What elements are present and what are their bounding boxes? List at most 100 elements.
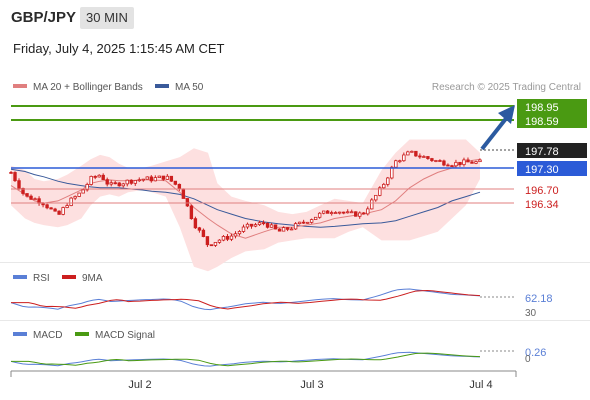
candle-body [185, 198, 190, 207]
candle-body [133, 180, 137, 184]
candle-body [33, 198, 37, 201]
candle-body [129, 179, 133, 184]
candle-body [45, 204, 49, 209]
candle-body [181, 188, 186, 199]
macd-signal-legend-swatch [75, 332, 89, 336]
candle-body [65, 205, 69, 208]
candle-body [462, 159, 466, 166]
candle-body [321, 210, 326, 214]
candle-body [53, 208, 57, 212]
x-tick-label: Jul 2 [128, 379, 151, 391]
ma50-legend-label: MA 50 [175, 82, 204, 93]
candle-body [402, 154, 406, 162]
candle-body [269, 224, 274, 228]
candle-body [466, 159, 470, 163]
r1-label: 198.59 [525, 116, 559, 128]
candle-body [285, 227, 290, 230]
candle-body [145, 176, 149, 180]
candle-body [189, 205, 194, 220]
candle-body [197, 227, 202, 231]
candle-body [73, 196, 77, 199]
target-arrow-head [498, 105, 515, 124]
candle-body [49, 207, 53, 210]
rsi-value: 62.18 [525, 293, 553, 305]
candle-body [374, 194, 378, 201]
candle-body [177, 183, 182, 190]
candle-body [241, 226, 246, 232]
timeframe-badge[interactable]: 30 MIN [80, 7, 134, 29]
candle-body [85, 184, 89, 191]
candle-body [430, 158, 434, 162]
candle-body [366, 208, 370, 215]
candle-body [398, 160, 402, 163]
candle-body [161, 175, 166, 180]
candle-body [253, 224, 258, 227]
candle-body [362, 212, 366, 215]
candle-body [350, 211, 354, 214]
candle-body [354, 211, 358, 217]
macd-signal-line [11, 352, 481, 367]
candle-body [478, 159, 482, 163]
candle-body [137, 179, 141, 182]
candle-body [257, 222, 262, 226]
candle-body [261, 222, 266, 225]
candle-body [125, 179, 129, 185]
candle-body [346, 211, 350, 214]
x-tick-label: Jul 4 [469, 379, 492, 391]
candle-body [333, 212, 338, 214]
candle-body [29, 195, 33, 200]
candle-body [442, 160, 446, 166]
candle-body [325, 210, 330, 214]
rsi-level-label: 30 [525, 308, 537, 319]
candle-body [313, 216, 318, 220]
candle-body [17, 180, 21, 189]
candle-body [317, 212, 322, 218]
candle-body [426, 156, 430, 159]
candle-body [169, 175, 174, 182]
r2-label-box [517, 99, 587, 114]
candle-body [237, 231, 242, 235]
candle-body [249, 223, 254, 227]
candle-body [149, 176, 153, 182]
ma20-legend-label: MA 20 + Bollinger Bands [33, 82, 143, 93]
r2-label: 198.95 [525, 102, 559, 114]
timestamp: Friday, July 4, 2025 1:15:45 AM CET [13, 41, 225, 56]
ma20-line [10, 158, 481, 239]
candle-body [165, 175, 170, 180]
candle-body [289, 228, 294, 231]
candle-body [153, 177, 158, 182]
candle-body [454, 161, 458, 167]
candle-body [277, 228, 282, 232]
rsi-ma-line [11, 289, 481, 310]
candle-body [233, 233, 238, 237]
candle-body [61, 207, 65, 215]
macd-value: 0.26 [525, 347, 546, 359]
ma50-legend-swatch [155, 84, 169, 88]
candle-body [342, 211, 346, 214]
candle-body [446, 164, 450, 167]
last-price-box [517, 143, 587, 158]
macd-zero-label: 0 [525, 354, 531, 365]
candle-body [77, 192, 81, 197]
credit-text: Research © 2025 Trading Central [432, 82, 581, 93]
candle-body [117, 182, 121, 187]
instrument-title: GBP/JPY [11, 9, 77, 26]
candle-body [394, 160, 398, 168]
candle-body [422, 156, 426, 158]
macd-signal-legend-label: MACD Signal [95, 330, 155, 341]
candle-body [97, 174, 101, 178]
rsi-ma-legend-label: 9MA [82, 273, 103, 284]
candle-body [414, 150, 418, 157]
candle-body [370, 199, 374, 210]
candle-body [101, 174, 105, 181]
candle-body [105, 179, 109, 185]
candle-body [81, 189, 85, 194]
candle-body [386, 177, 390, 185]
candle-body [378, 187, 382, 196]
macd-legend-label: MACD [33, 330, 62, 341]
candle-body [434, 160, 438, 162]
candle-body [121, 183, 125, 187]
s1-label: 196.70 [525, 185, 559, 197]
candle-body [193, 218, 198, 229]
rsi-legend-swatch [13, 275, 27, 279]
